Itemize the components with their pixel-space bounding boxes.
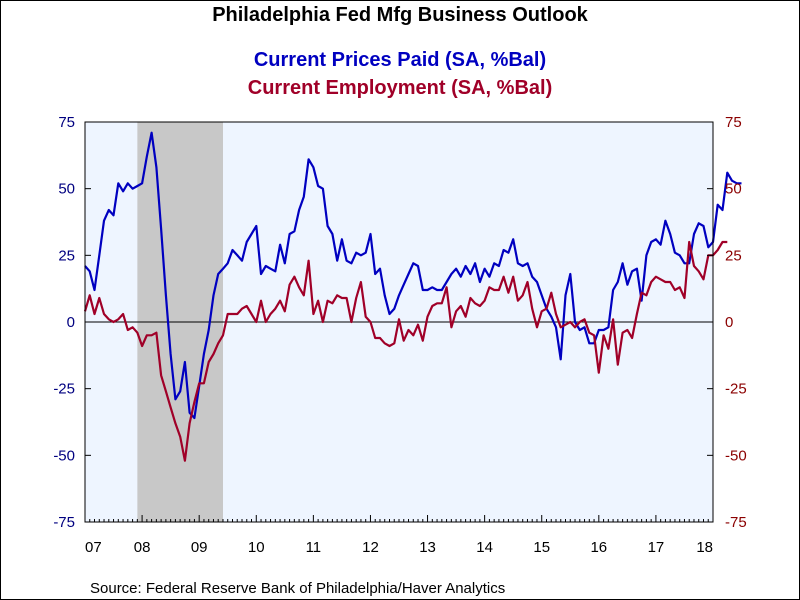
left-tick-label: 50 (58, 181, 75, 198)
right-tick-label: 75 (725, 114, 742, 131)
x-tick-label: 10 (248, 539, 265, 556)
left-tick-label: 25 (58, 247, 75, 264)
x-tick-label: 07 (85, 539, 102, 556)
legend-prices-paid: Current Prices Paid (SA, %Bal) (254, 49, 546, 71)
left-tick-label: -75 (53, 514, 75, 531)
right-tick-label: -50 (725, 447, 747, 464)
x-tick-label: 08 (134, 539, 151, 556)
right-tick-label: 25 (725, 247, 742, 264)
x-tick-label: 12 (362, 539, 379, 556)
source-note: Source: Federal Reserve Bank of Philadel… (90, 580, 505, 597)
x-axis: 07 08 09 10 11 12 13 14 15 16 17 18 (84, 515, 714, 556)
legend-current-employment: Current Employment (SA, %Bal) (248, 77, 552, 99)
left-tick-label: -50 (53, 447, 75, 464)
prices-paid-line (84, 131, 742, 420)
x-tick-label: 17 (648, 539, 665, 556)
series-layer (83, 131, 742, 462)
right-tick-label: -25 (725, 381, 747, 398)
left-tick-label: 75 (58, 114, 75, 131)
x-tick-label: 18 (696, 539, 713, 556)
left-tick-label: 0 (67, 314, 75, 331)
right-axis: 75 50 25 0 -25 -50 -75 (707, 114, 747, 531)
current-employment-line (83, 240, 728, 462)
right-tick-label: 0 (725, 314, 733, 331)
left-tick-label: -25 (53, 381, 75, 398)
right-tick-label: 50 (725, 181, 742, 198)
right-tick-label: -75 (725, 514, 747, 531)
x-tick-label: 16 (590, 539, 607, 556)
x-tick-label: 09 (191, 539, 208, 556)
x-tick-label: 14 (476, 539, 493, 556)
x-tick-label: 11 (306, 539, 322, 556)
left-axis: 75 50 25 0 -25 -50 -75 (53, 114, 91, 531)
x-tick-label: 15 (533, 539, 550, 556)
chart-title: Philadelphia Fed Mfg Business Outlook (212, 4, 588, 26)
x-tick-label: 13 (419, 539, 436, 556)
